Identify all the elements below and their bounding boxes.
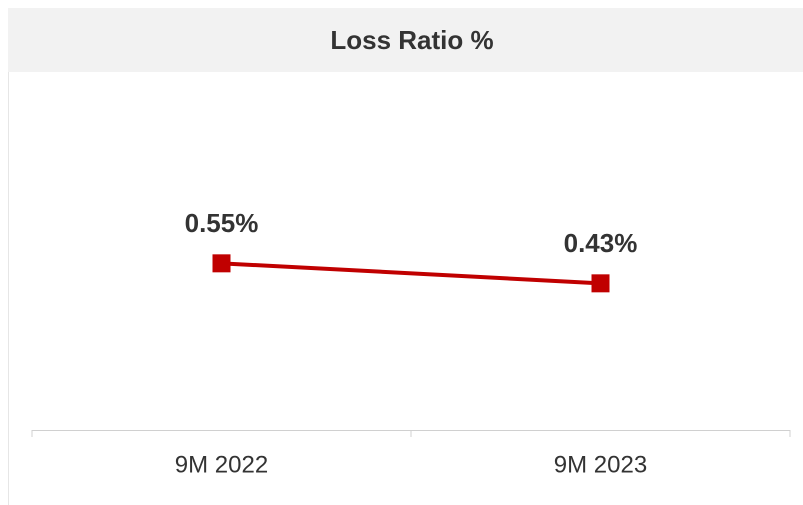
chart-title: Loss Ratio % xyxy=(330,25,493,55)
point-marker xyxy=(591,274,610,293)
data-label: 0.43% xyxy=(564,228,638,258)
point-marker xyxy=(212,254,231,273)
data-label: 0.55% xyxy=(185,208,259,238)
x-tick-label: 9M 2022 xyxy=(175,451,268,478)
x-tick-label: 9M 2023 xyxy=(554,451,647,478)
series-line xyxy=(221,261,601,286)
title-bar xyxy=(8,8,803,72)
